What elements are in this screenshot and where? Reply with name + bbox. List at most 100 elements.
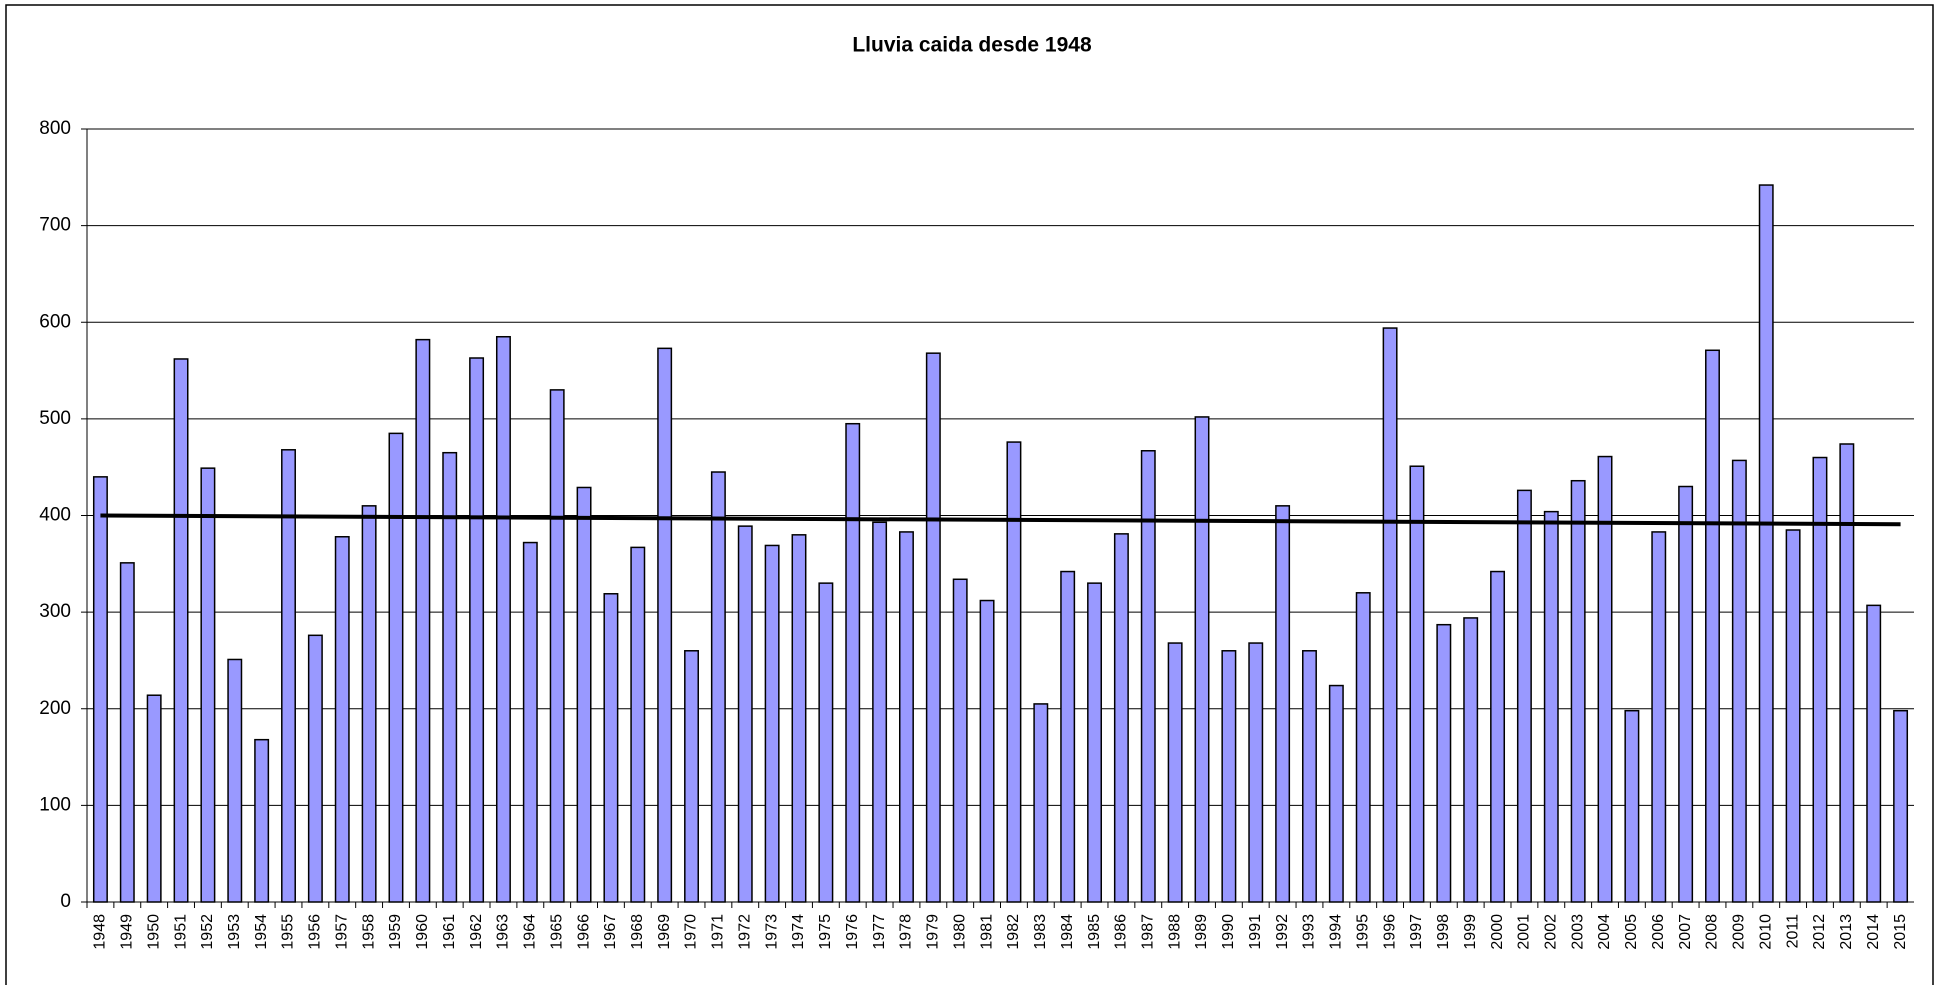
bar xyxy=(685,651,698,902)
x-tick-label: 1997 xyxy=(1408,914,1425,950)
bar xyxy=(550,390,563,902)
x-tick-label: 1979 xyxy=(925,914,942,950)
x-tick-label: 1987 xyxy=(1139,914,1156,950)
bar xyxy=(1195,417,1208,902)
x-tick-label: 2011 xyxy=(1784,914,1801,949)
bar xyxy=(765,545,778,902)
x-tick-label: 1960 xyxy=(414,914,431,950)
x-tick-label: 1976 xyxy=(844,914,861,950)
x-tick-label: 2014 xyxy=(1865,914,1882,950)
x-tick-label: 1951 xyxy=(172,914,189,950)
bar xyxy=(1061,572,1074,902)
bar xyxy=(1625,711,1638,902)
x-tick-label: 1975 xyxy=(817,914,834,950)
bar xyxy=(1545,512,1558,902)
x-tick-label: 1968 xyxy=(629,914,646,950)
x-tick-label: 1965 xyxy=(548,914,565,950)
bar xyxy=(1142,451,1155,902)
bar xyxy=(121,563,134,902)
x-tick-label: 2002 xyxy=(1543,914,1560,950)
bar xyxy=(1760,185,1773,902)
bar xyxy=(309,635,322,902)
y-tick-label: 300 xyxy=(39,601,71,622)
x-tick-label: 2008 xyxy=(1704,914,1721,950)
bar xyxy=(1276,506,1289,902)
x-tick-label: 2005 xyxy=(1623,914,1640,950)
x-tick-label: 1973 xyxy=(763,914,780,950)
x-tick-label: 1964 xyxy=(522,914,539,950)
y-tick-label: 400 xyxy=(39,505,71,526)
x-tick-label: 1963 xyxy=(495,914,512,950)
x-tick-label: 1955 xyxy=(280,914,297,950)
bar xyxy=(1088,583,1101,902)
x-tick-label: 2009 xyxy=(1731,914,1748,950)
bar xyxy=(1679,487,1692,902)
x-tick-label: 2000 xyxy=(1489,914,1506,950)
x-tick-label: 1954 xyxy=(253,914,270,950)
y-tick-label: 100 xyxy=(39,794,71,815)
bar xyxy=(1330,686,1343,902)
x-tick-label: 2001 xyxy=(1516,914,1533,950)
bar xyxy=(980,601,993,902)
x-tick-label: 1995 xyxy=(1354,914,1371,950)
bar xyxy=(1652,532,1665,902)
bar xyxy=(577,487,590,902)
bar xyxy=(362,506,375,902)
bar xyxy=(658,348,671,902)
bar xyxy=(846,424,859,902)
x-tick-label: 1959 xyxy=(387,914,404,950)
x-tick-label: 1962 xyxy=(468,914,485,950)
bar xyxy=(1518,490,1531,902)
y-tick-label: 600 xyxy=(39,311,71,332)
x-tick-label: 1983 xyxy=(1032,914,1049,950)
bar xyxy=(1571,481,1584,902)
bar xyxy=(174,359,187,902)
x-tick-label: 1998 xyxy=(1435,914,1452,950)
x-tick-label: 1994 xyxy=(1328,914,1345,950)
x-tick-label: 2003 xyxy=(1569,914,1586,950)
bar xyxy=(873,522,886,902)
x-tick-label: 1971 xyxy=(710,914,727,950)
bar xyxy=(201,468,214,902)
x-tick-label: 2004 xyxy=(1596,914,1613,950)
bar xyxy=(1249,643,1262,902)
bar xyxy=(1410,466,1423,902)
x-tick-label: 1972 xyxy=(736,914,753,950)
bar xyxy=(1356,593,1369,902)
bar xyxy=(1303,651,1316,902)
bar xyxy=(147,695,160,902)
bar xyxy=(524,543,537,902)
bar xyxy=(389,433,402,902)
x-tick-label: 1953 xyxy=(226,914,243,950)
x-tick-label: 1993 xyxy=(1301,914,1318,950)
bar xyxy=(953,579,966,902)
x-tick-label: 1992 xyxy=(1274,914,1291,950)
x-tick-label: 1970 xyxy=(683,914,700,950)
x-tick-label: 1961 xyxy=(441,914,458,950)
bar xyxy=(1007,442,1020,902)
page: Lluvia caida desde 1948 0100200300400500… xyxy=(0,0,1940,985)
y-tick-label: 700 xyxy=(39,215,71,236)
bar xyxy=(927,353,940,902)
bar xyxy=(1383,328,1396,902)
x-tick-label: 1969 xyxy=(656,914,673,950)
bar xyxy=(1867,605,1880,902)
bar xyxy=(604,594,617,902)
bar xyxy=(336,537,349,902)
x-tick-label: 2012 xyxy=(1811,914,1828,950)
x-tick-label: 1999 xyxy=(1462,914,1479,950)
x-tick-label: 1950 xyxy=(145,914,162,950)
bar xyxy=(900,532,913,902)
bar xyxy=(712,472,725,902)
x-tick-label: 1957 xyxy=(333,914,350,950)
x-tick-label: 1966 xyxy=(575,914,592,950)
x-tick-label: 1991 xyxy=(1247,914,1264,950)
x-tick-label: 2010 xyxy=(1757,914,1774,950)
y-tick-label: 0 xyxy=(60,891,71,912)
x-tick-label: 1984 xyxy=(1059,914,1076,950)
bar xyxy=(416,340,429,902)
x-tick-label: 1958 xyxy=(360,914,377,950)
x-tick-label: 1990 xyxy=(1220,914,1237,950)
y-tick-label: 500 xyxy=(39,408,71,429)
y-tick-label: 200 xyxy=(39,698,71,719)
